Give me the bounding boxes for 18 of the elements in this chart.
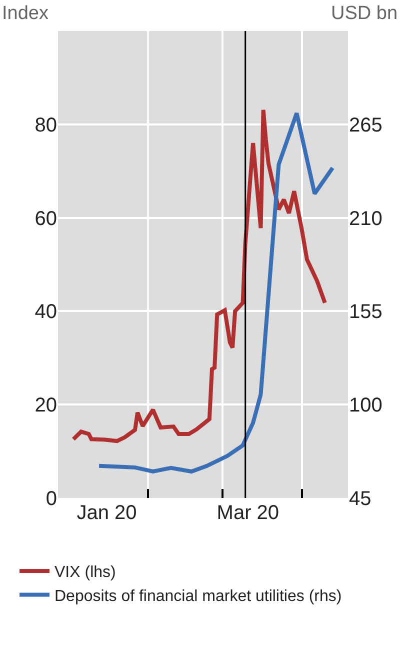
line-series bbox=[71, 108, 327, 444]
y-axis-title: Index bbox=[2, 3, 49, 24]
x-tick-label: Jan 20 bbox=[76, 502, 137, 524]
legend-label: Deposits of financial market utilities (rhs) bbox=[54, 588, 342, 605]
line-series bbox=[97, 111, 335, 474]
y2-tick-label: 155 bbox=[349, 301, 382, 324]
y2-tick-label: 45 bbox=[349, 488, 372, 510]
y2-tick-label: 210 bbox=[349, 208, 382, 230]
y-tick-label: 80 bbox=[34, 114, 57, 136]
y2-tick-label: 100 bbox=[349, 394, 382, 417]
legend-label: VIX (lhs) bbox=[54, 564, 116, 582]
y-tick-label: 40 bbox=[34, 301, 57, 324]
y-tick-label: 60 bbox=[34, 208, 57, 230]
y2-tick-label: 265 bbox=[349, 114, 382, 136]
y-tick-label: 20 bbox=[34, 394, 57, 417]
x-tick-label: Mar 20 bbox=[216, 502, 280, 524]
y2-axis-title: USD bn bbox=[331, 3, 398, 24]
y-tick-label: 0 bbox=[46, 488, 57, 510]
